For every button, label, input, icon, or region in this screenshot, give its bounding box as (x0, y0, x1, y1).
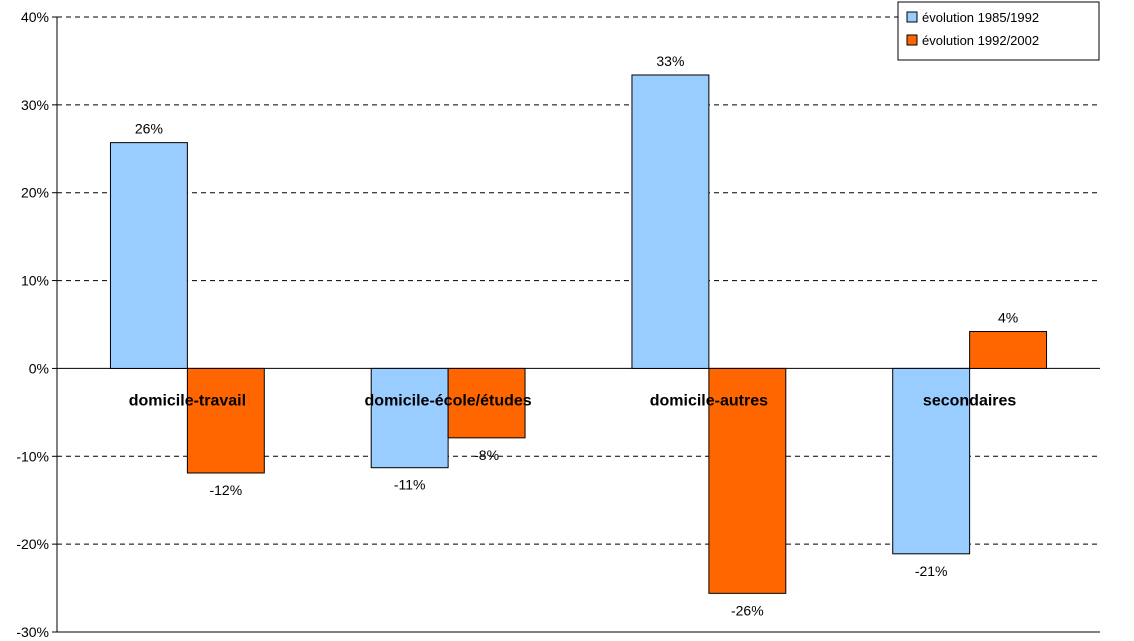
legend-label: évolution 1992/2002 (922, 33, 1039, 48)
bar (892, 367, 971, 555)
data-label: -12% (209, 482, 242, 498)
data-label: -26% (731, 602, 764, 618)
data-label: 4% (998, 310, 1018, 326)
legend-label: évolution 1985/1992 (922, 10, 1039, 25)
legend: évolution 1985/1992 évolution 1992/2002 (897, 1, 1100, 61)
y-tick-label: -30% (16, 624, 49, 640)
data-label: 33% (656, 53, 684, 69)
data-label: -8% (474, 447, 499, 463)
legend-swatch (906, 11, 918, 23)
y-tick-label: -20% (16, 536, 49, 552)
bar (969, 331, 1048, 369)
category-label: domicile-école/études (365, 392, 532, 409)
category-label: secondaires (923, 392, 1016, 409)
data-labels: 26% -11% 33% -21% -12% -8% -26% 4% (135, 53, 1018, 618)
bar (708, 367, 787, 594)
y-tick-label: -10% (16, 448, 49, 464)
bar (109, 142, 188, 369)
y-tick-label: 30% (21, 97, 49, 113)
data-label: -21% (915, 563, 948, 579)
category-labels: domicile-travail domicile-école/études dom… (129, 392, 1017, 409)
y-tick-label: 40% (21, 9, 49, 25)
category-label: domicile-travail (129, 392, 246, 409)
bar (370, 367, 449, 469)
bar (447, 367, 526, 439)
data-label: 26% (135, 121, 163, 137)
category-label: domicile-autres (650, 392, 768, 409)
bar (631, 74, 710, 369)
y-tick-label: 20% (21, 185, 49, 201)
y-tick-label: 10% (21, 273, 49, 289)
data-label: -11% (394, 477, 426, 493)
bar (186, 367, 265, 474)
legend-swatch (906, 34, 918, 46)
bars (109, 74, 1048, 594)
legend-box (897, 1, 1100, 61)
y-tick-label: 0% (29, 360, 49, 376)
